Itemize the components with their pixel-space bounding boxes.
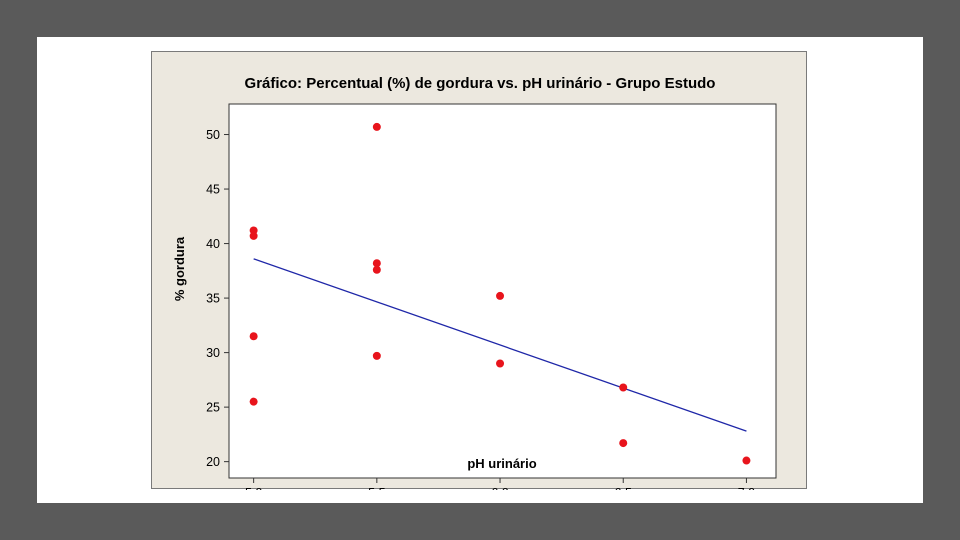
x-axis-label: pH urinário — [467, 456, 536, 471]
data-point — [372, 351, 381, 360]
y-tick-label: 30 — [206, 346, 220, 360]
scatter-chart: Gráfico: Percentual (%) de gordura vs. p… — [172, 75, 777, 490]
data-point — [249, 332, 258, 341]
y-tick-label: 40 — [206, 237, 220, 251]
x-tick-label: 7,0 — [738, 486, 755, 490]
y-tick-label: 25 — [206, 401, 220, 415]
data-point — [619, 383, 628, 392]
chart-frame: Gráfico: Percentual (%) de gordura vs. p… — [151, 51, 807, 490]
plot-area — [228, 103, 777, 479]
y-tick-label: 20 — [206, 455, 220, 469]
x-tick-label: 6,5 — [615, 486, 632, 490]
chart-title: Gráfico: Percentual (%) de gordura vs. p… — [245, 75, 716, 92]
y-tick-label: 50 — [206, 128, 220, 142]
regression-line-group — [253, 258, 747, 432]
data-point — [496, 291, 505, 300]
data-points — [249, 122, 751, 465]
data-point — [372, 265, 381, 274]
x-tick-label: 5,0 — [245, 486, 262, 490]
y-axis: 20 25 30 35 40 45 50 — [206, 128, 229, 469]
data-point — [742, 456, 751, 465]
y-axis-label: % gordura — [172, 236, 187, 301]
slide: Gráfico: Percentual (%) de gordura vs. p… — [37, 37, 923, 503]
data-point — [249, 231, 258, 240]
y-tick-label: 45 — [206, 183, 220, 197]
data-point — [372, 259, 381, 268]
data-point — [372, 122, 381, 131]
y-tick-label: 35 — [206, 292, 220, 306]
data-point — [619, 439, 628, 448]
x-axis: 5,0 5,5 6,0 6,5 7,0 — [245, 478, 755, 490]
data-point — [249, 397, 258, 406]
regression-line — [253, 258, 747, 432]
data-point — [496, 359, 505, 368]
x-tick-label: 5,5 — [368, 486, 385, 490]
x-tick-label: 6,0 — [491, 486, 508, 490]
